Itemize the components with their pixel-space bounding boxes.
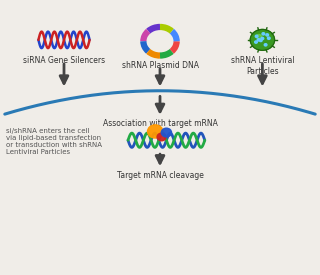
Circle shape	[157, 133, 166, 141]
Text: Association with target mRNA: Association with target mRNA	[103, 119, 217, 128]
Circle shape	[257, 39, 260, 41]
Circle shape	[262, 33, 265, 35]
Circle shape	[256, 34, 262, 39]
Text: shRNA Plasmid DNA: shRNA Plasmid DNA	[122, 61, 198, 70]
Text: si/shRNA enters the cell
via lipid-based transfection
or transduction with shRNA: si/shRNA enters the cell via lipid-based…	[6, 128, 102, 155]
Circle shape	[266, 34, 268, 36]
Text: Target mRNA cleavage: Target mRNA cleavage	[116, 170, 204, 180]
Text: shRNA Lentiviral
Particles: shRNA Lentiviral Particles	[231, 56, 294, 76]
Circle shape	[268, 37, 270, 39]
Circle shape	[261, 37, 264, 40]
Circle shape	[161, 128, 172, 137]
Circle shape	[260, 39, 262, 42]
Circle shape	[255, 35, 258, 37]
Circle shape	[147, 30, 173, 53]
Circle shape	[250, 29, 275, 50]
Circle shape	[264, 44, 267, 46]
Circle shape	[148, 125, 163, 138]
Circle shape	[255, 41, 257, 43]
Text: siRNA Gene Silencers: siRNA Gene Silencers	[23, 56, 105, 65]
